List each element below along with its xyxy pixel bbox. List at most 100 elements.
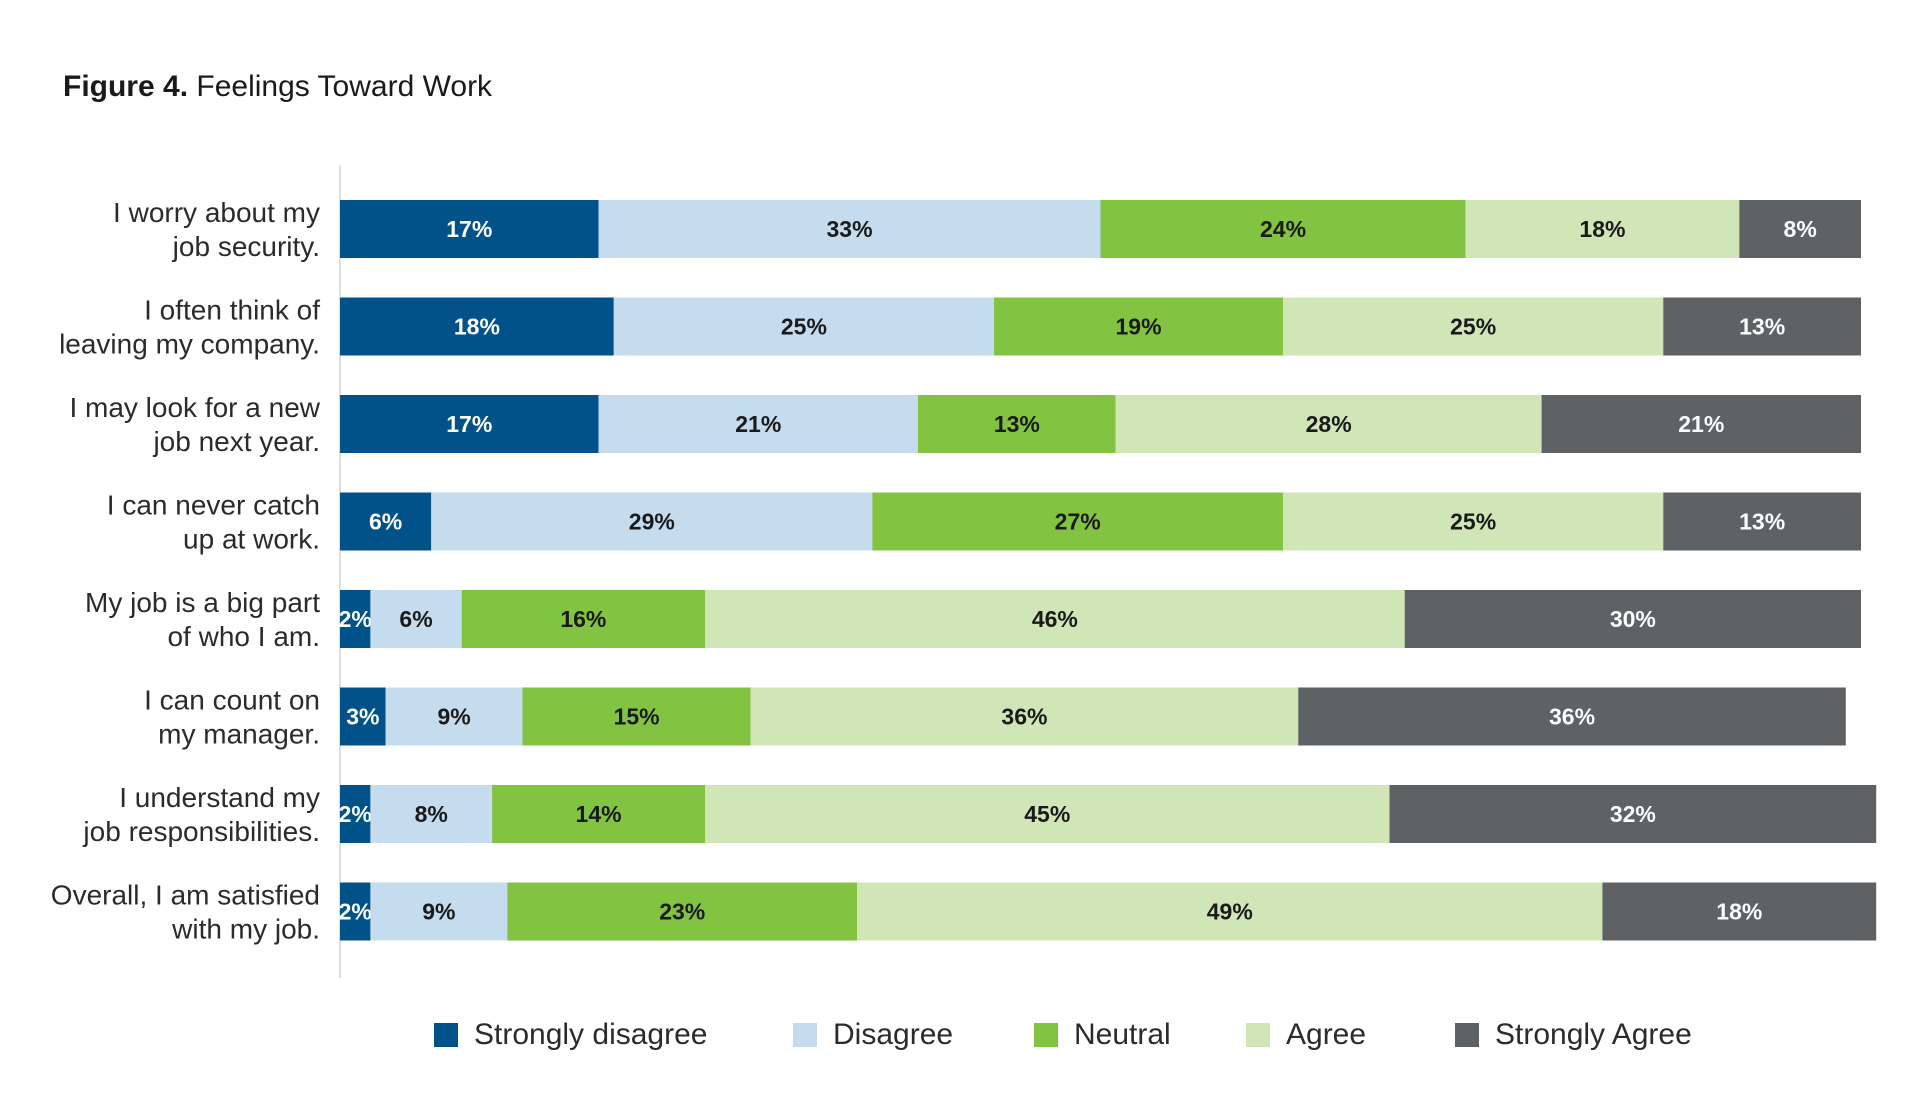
chart-legend: Strongly disagree Disagree Neutral Agree Str… xyxy=(0,1010,1920,1060)
data-label: 33% xyxy=(827,216,873,242)
category-label-line: I understand my xyxy=(119,782,320,813)
category-label: My job is a big part of who I am. xyxy=(85,587,320,652)
category-label: I worry about my job security. xyxy=(113,197,320,262)
legend-swatch xyxy=(793,1023,817,1047)
data-label: 18% xyxy=(454,314,500,340)
stacked-bar-chart: I worry about my job security. 17% 33% 24% 18… xyxy=(51,165,1877,978)
data-label: 18% xyxy=(1716,899,1762,925)
category-label-line: I often think of xyxy=(144,294,320,325)
figure-title: Figure 4. Feelings Toward Work xyxy=(63,70,492,104)
data-label: 2% xyxy=(339,606,372,632)
data-label: 49% xyxy=(1207,899,1253,925)
data-label: 18% xyxy=(1579,216,1625,242)
bar-segment xyxy=(1115,395,1542,453)
bar-segment xyxy=(1465,200,1740,258)
data-label: 21% xyxy=(735,411,781,437)
bar-segment xyxy=(1100,200,1466,258)
data-label: 25% xyxy=(781,314,827,340)
bar-segment xyxy=(507,882,858,941)
category-label-line: leaving my company. xyxy=(59,328,320,359)
data-label: 9% xyxy=(437,704,470,730)
category-label: I can count on my manager. xyxy=(144,684,320,749)
category-label-line: I may look for a new xyxy=(69,392,320,423)
data-label: 14% xyxy=(576,801,622,827)
bar-segment xyxy=(1404,590,1861,648)
data-label: 29% xyxy=(629,509,675,535)
data-label: 24% xyxy=(1260,216,1306,242)
category-label: Overall, I am satisfied with my job. xyxy=(51,879,320,944)
legend-label: Disagree xyxy=(833,1018,954,1051)
data-label: 2% xyxy=(339,801,372,827)
bar-segment xyxy=(340,590,371,648)
data-label: 45% xyxy=(1024,801,1070,827)
bar-segment xyxy=(1541,395,1861,453)
category-label-line: My job is a big part xyxy=(85,587,320,618)
category-label: I may look for a new job next year. xyxy=(69,392,320,457)
category-label-line: I worry about my xyxy=(113,197,320,228)
figure-label: Figure 4. xyxy=(63,70,189,103)
bar-segment xyxy=(1283,492,1664,551)
bar-segment xyxy=(340,492,432,551)
legend-item: Disagree xyxy=(793,1010,953,1060)
category-label-line: my manager. xyxy=(158,718,320,749)
legend-swatch xyxy=(434,1023,458,1047)
bar-segment xyxy=(340,297,614,356)
bar-segment xyxy=(1663,492,1861,551)
category-label-line: I can never catch xyxy=(107,489,320,520)
bar-segment xyxy=(598,395,918,453)
bar-segment xyxy=(370,882,508,941)
category-label-line: Overall, I am satisfied xyxy=(51,879,320,910)
bar-segment xyxy=(1389,785,1877,843)
bar-segment xyxy=(598,200,1101,258)
figure-title-text: Feelings Toward Work xyxy=(196,70,493,103)
bar-segment xyxy=(613,297,995,356)
bar-segment xyxy=(492,785,706,843)
bar-segment xyxy=(750,687,1299,746)
data-label: 28% xyxy=(1306,411,1352,437)
bar-segment xyxy=(370,590,462,648)
data-label: 17% xyxy=(446,216,492,242)
bar-segment xyxy=(705,785,1390,843)
legend-label: Agree xyxy=(1286,1018,1367,1051)
bar-segment xyxy=(522,687,751,746)
data-label: 2% xyxy=(339,899,372,925)
bar-segment xyxy=(1283,297,1664,356)
category-label: I understand my job responsibilities. xyxy=(82,782,320,847)
data-label: 36% xyxy=(1001,704,1047,730)
legend-item: Agree xyxy=(1246,1010,1366,1060)
data-label: 3% xyxy=(346,704,379,730)
legend-label: Strongly Agree xyxy=(1495,1018,1692,1051)
bar-segment xyxy=(917,395,1116,453)
bar-segment xyxy=(994,297,1284,356)
bar-segment xyxy=(340,882,371,941)
data-label: 25% xyxy=(1450,509,1496,535)
category-label-line: job security. xyxy=(172,231,320,262)
data-label: 6% xyxy=(369,509,402,535)
data-label: 8% xyxy=(415,801,448,827)
data-label: 19% xyxy=(1116,314,1162,340)
data-label: 23% xyxy=(659,899,705,925)
category-label-line: up at work. xyxy=(183,523,320,554)
data-label: 6% xyxy=(399,606,432,632)
category-label-line: with my job. xyxy=(171,913,320,944)
data-label: 25% xyxy=(1450,314,1496,340)
category-label: I often think of leaving my company. xyxy=(59,294,320,359)
data-label: 13% xyxy=(1739,509,1785,535)
data-label: 32% xyxy=(1610,801,1656,827)
category-label-line: of who I am. xyxy=(167,621,320,652)
bar-segment xyxy=(1663,297,1861,356)
bar-segment xyxy=(872,492,1284,551)
bar-segment xyxy=(340,785,371,843)
data-label: 21% xyxy=(1678,411,1724,437)
data-label: 9% xyxy=(422,899,455,925)
category-label: I can never catch up at work. xyxy=(107,489,320,554)
bar-segment xyxy=(340,687,386,746)
data-label: 15% xyxy=(614,704,660,730)
data-label: 17% xyxy=(446,411,492,437)
bar-segment xyxy=(1602,882,1877,941)
data-label: 8% xyxy=(1784,216,1817,242)
bar-segment xyxy=(705,590,1405,648)
data-label: 30% xyxy=(1610,606,1656,632)
category-label-line: job responsibilities. xyxy=(82,816,320,847)
data-label: 16% xyxy=(560,606,606,632)
